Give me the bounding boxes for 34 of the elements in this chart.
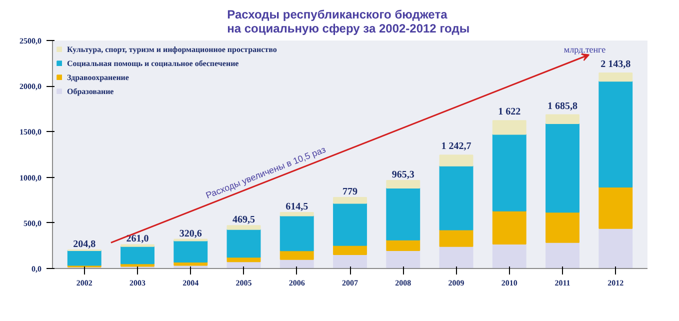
x-tick-label: 2002 <box>76 278 92 288</box>
total-label: 965,3 <box>392 169 414 180</box>
total-label: 2 143,8 <box>600 58 631 70</box>
chart-title: Расходы республиканского бюджета на социальную сферу за 2002-2012 годы <box>227 8 470 36</box>
total-label: 1 242,7 <box>441 141 472 152</box>
x-tick-label: 2004 <box>182 278 199 288</box>
legend-label: Социальная помощь и социальное обеспечение <box>67 58 239 68</box>
total-label: 261,0 <box>126 234 149 245</box>
total-label: 1 685,8 <box>548 100 578 112</box>
x-tick-label: 2009 <box>448 278 464 288</box>
x-tick-label: 2008 <box>395 278 412 288</box>
y-tick-label: 1500,0 <box>20 128 42 137</box>
total-label: 469,5 <box>232 214 255 226</box>
y-tick-label: 2500,0 <box>20 36 42 46</box>
total-label: 779 <box>342 186 358 198</box>
total-label: 1 622 <box>498 106 521 118</box>
y-tick-label: 2000,0 <box>20 82 42 92</box>
x-tick-label: 2012 <box>608 278 624 288</box>
y-tick-label: 0,0 <box>32 264 42 274</box>
x-tick-label: 2005 <box>236 278 252 288</box>
y-tick-label: 500,0 <box>24 218 42 228</box>
total-label: 614,5 <box>286 201 308 212</box>
x-tick-label: 2011 <box>554 278 570 288</box>
total-label: 320,6 <box>179 228 202 240</box>
x-tick-label: 2003 <box>130 278 146 288</box>
legend-label: Культура, спорт, туризм и информационное пространство <box>67 44 277 54</box>
x-tick-label: 2007 <box>342 278 358 288</box>
annotation: млрд.тенге <box>564 44 606 54</box>
x-tick-label: 2006 <box>288 278 305 288</box>
total-label: 204,8 <box>73 238 96 250</box>
legend-label: Образование <box>67 86 114 96</box>
y-tick-label: 1000,0 <box>20 173 42 182</box>
legend-label: Здравоохранение <box>67 72 129 82</box>
x-tick-label: 2010 <box>501 278 518 288</box>
